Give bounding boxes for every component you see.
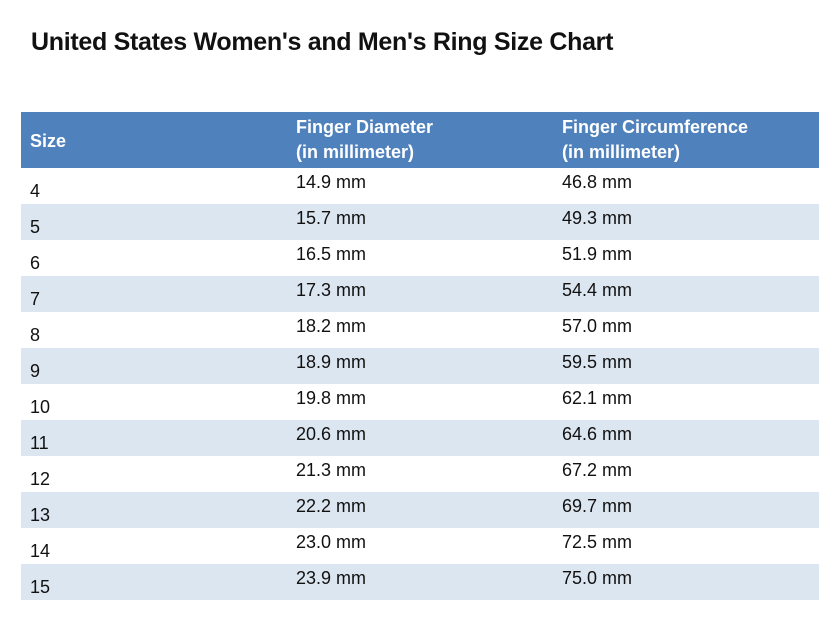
table-body: 4 14.9 mm 46.8 mm 5 15.7 mm 49.3 mm 6 16.5 mm 51… <box>21 168 819 600</box>
circumference-cell: 57.0 mm <box>562 316 633 336</box>
circumference-cell: 62.1 mm <box>562 388 633 408</box>
header-size: Size <box>21 112 296 168</box>
header-circumference: Finger Circumference (in millimeter) <box>562 112 819 168</box>
diameter-cell: 21.3 mm <box>296 460 367 480</box>
size-cell: 12 <box>30 469 51 489</box>
header-circumference-line1: Finger Circumference <box>562 117 749 137</box>
table-row: 10 19.8 mm 62.1 mm <box>21 384 819 420</box>
page-title: United States Women's and Men's Ring Siz… <box>31 28 614 56</box>
table-row: 12 21.3 mm 67.2 mm <box>21 456 819 492</box>
diameter-cell: 15.7 mm <box>296 208 367 228</box>
header-diameter-line2: (in millimeter) <box>296 142 415 162</box>
table-row: 15 23.9 mm 75.0 mm <box>21 564 819 600</box>
size-cell: 4 <box>30 181 41 201</box>
circumference-cell: 51.9 mm <box>562 244 633 264</box>
ring-size-table: Size Finger Diameter (in millimeter) Fin… <box>21 112 819 600</box>
circumference-cell: 54.4 mm <box>562 280 633 300</box>
diameter-cell: 23.9 mm <box>296 568 367 588</box>
diameter-cell: 17.3 mm <box>296 280 367 300</box>
header-diameter: Finger Diameter (in millimeter) <box>296 112 562 168</box>
diameter-cell: 18.9 mm <box>296 352 367 372</box>
table-header: Size Finger Diameter (in millimeter) Fin… <box>21 112 819 168</box>
circumference-cell: 46.8 mm <box>562 172 633 192</box>
table-row: 8 18.2 mm 57.0 mm <box>21 312 819 348</box>
circumference-cell: 75.0 mm <box>562 568 633 588</box>
size-cell: 9 <box>30 361 41 381</box>
header-size-label: Size <box>30 130 67 151</box>
table-row: 13 22.2 mm 69.7 mm <box>21 492 819 528</box>
diameter-cell: 14.9 mm <box>296 172 367 192</box>
size-cell: 13 <box>30 505 51 525</box>
circumference-cell: 72.5 mm <box>562 532 633 552</box>
circumference-cell: 59.5 mm <box>562 352 633 372</box>
circumference-cell: 69.7 mm <box>562 496 633 516</box>
size-cell: 14 <box>30 541 51 561</box>
circumference-cell: 49.3 mm <box>562 208 633 228</box>
table-row: 6 16.5 mm 51.9 mm <box>21 240 819 276</box>
table-row: 11 20.6 mm 64.6 mm <box>21 420 819 456</box>
table-row: 7 17.3 mm 54.4 mm <box>21 276 819 312</box>
size-cell: 5 <box>30 217 41 237</box>
diameter-cell: 16.5 mm <box>296 244 367 264</box>
header-circumference-line2: (in millimeter) <box>562 142 681 162</box>
diameter-cell: 19.8 mm <box>296 388 367 408</box>
diameter-cell: 18.2 mm <box>296 316 367 336</box>
diameter-cell: 23.0 mm <box>296 532 367 552</box>
size-cell: 10 <box>30 397 51 417</box>
diameter-cell: 22.2 mm <box>296 496 367 516</box>
table-row: 9 18.9 mm 59.5 mm <box>21 348 819 384</box>
circumference-cell: 64.6 mm <box>562 424 633 444</box>
table-row: 5 15.7 mm 49.3 mm <box>21 204 819 240</box>
diameter-cell: 20.6 mm <box>296 424 367 444</box>
header-diameter-line1: Finger Diameter <box>296 117 434 137</box>
size-cell: 15 <box>30 577 51 597</box>
size-cell: 8 <box>30 325 41 345</box>
circumference-cell: 67.2 mm <box>562 460 633 480</box>
table-row: 14 23.0 mm 72.5 mm <box>21 528 819 564</box>
size-cell: 11 <box>30 433 49 453</box>
size-cell: 7 <box>30 289 41 309</box>
size-cell: 6 <box>30 253 41 273</box>
table-row: 4 14.9 mm 46.8 mm <box>21 168 819 204</box>
